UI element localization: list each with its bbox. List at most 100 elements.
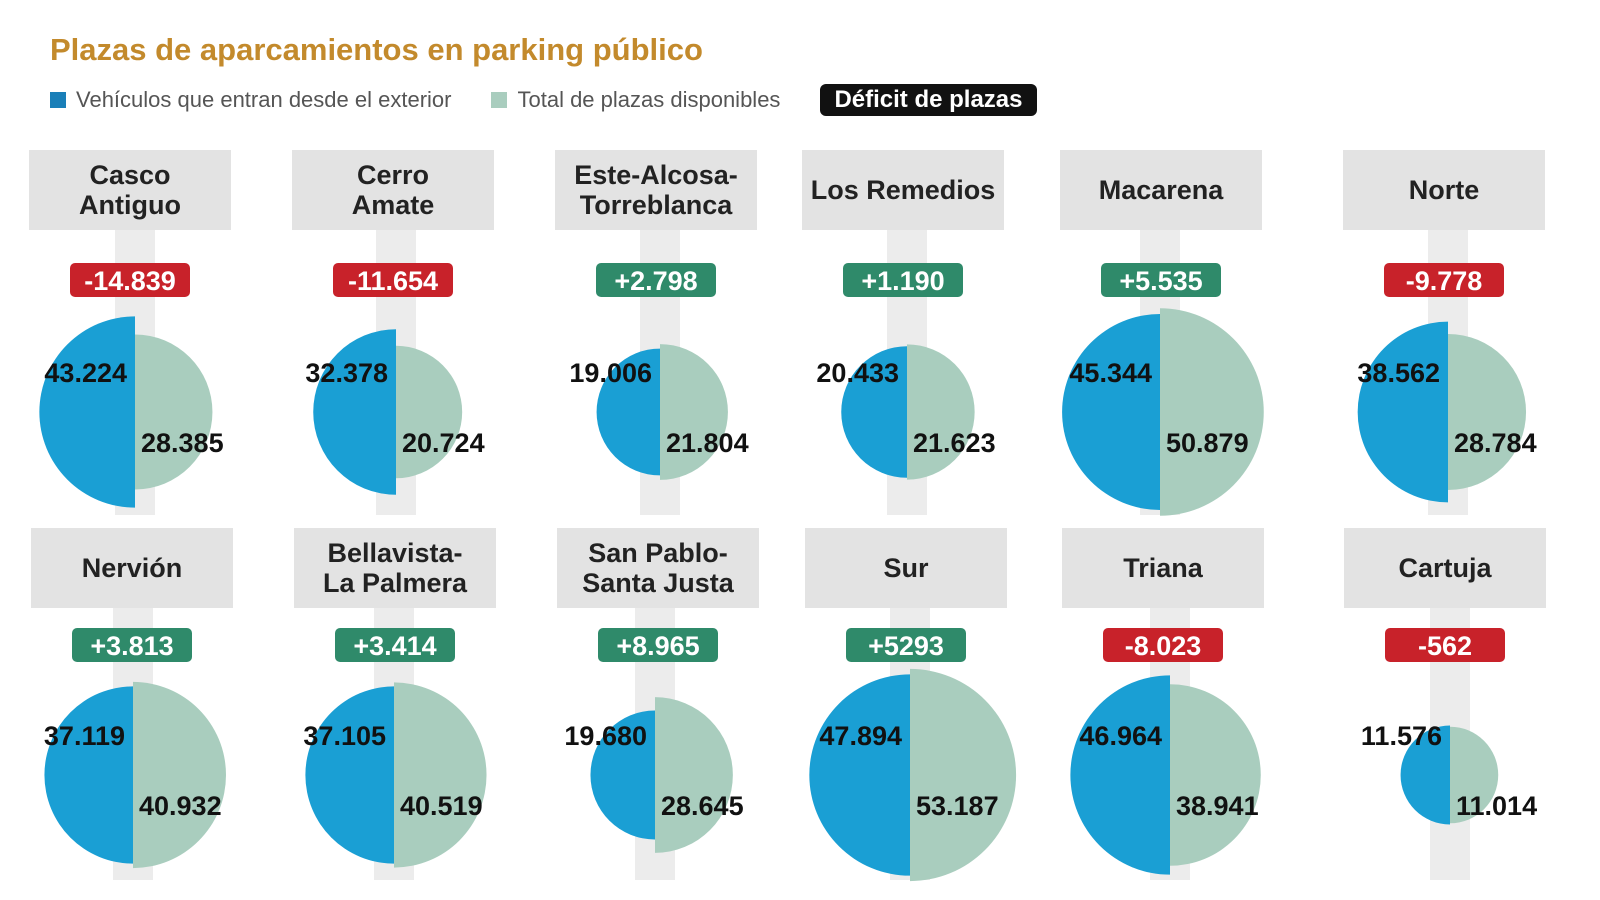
vehicles-value-label: 19.680 xyxy=(564,721,647,751)
deficit-badge xyxy=(846,628,966,662)
total-half-circle xyxy=(1160,308,1264,516)
total-half-circle xyxy=(1170,684,1261,866)
deficit-label: -562 xyxy=(1418,631,1472,661)
district-name: Torreblanca xyxy=(580,190,734,220)
district-name: Macarena xyxy=(1099,175,1225,205)
district-name: Este-Alcosa- xyxy=(574,160,738,190)
vehicles-value-label: 38.562 xyxy=(1357,358,1440,388)
vehicles-half-circle xyxy=(596,348,660,476)
legend-item-vehicles: Vehículos que entran desde el exterior xyxy=(50,87,451,113)
deficit-badge xyxy=(596,263,716,297)
vehicles-half-circle xyxy=(44,686,134,864)
vehicles-value-label: 20.433 xyxy=(816,358,899,388)
vehicles-value-label: 11.576 xyxy=(1361,721,1442,751)
deficit-label: -11.654 xyxy=(348,266,438,296)
district-header xyxy=(294,528,496,608)
total-value-label: 20.724 xyxy=(402,428,485,458)
total-value-label: 50.879 xyxy=(1166,428,1249,458)
deficit-badge xyxy=(1384,263,1504,297)
total-half-circle xyxy=(396,345,463,479)
district-name: Nervión xyxy=(82,553,183,583)
legend-item-total: Total de plazas disponibles xyxy=(491,87,780,113)
district-name: Cartuja xyxy=(1398,553,1492,583)
deficit-label: +3.414 xyxy=(353,631,436,661)
total-value-label: 38.941 xyxy=(1176,791,1259,821)
deficit-label: +1.190 xyxy=(861,266,944,296)
deficit-label: +2.798 xyxy=(614,266,697,296)
district-name: Cerro xyxy=(357,160,429,190)
deficit-badge xyxy=(843,263,963,297)
legend-label-vehicles: Vehículos que entran desde el exterior xyxy=(76,87,452,112)
chart-title: Plazas de aparcamientos en parking públi… xyxy=(50,32,703,67)
district-header xyxy=(555,150,757,230)
vehicles-half-circle xyxy=(39,316,135,508)
district-name: San Pablo- xyxy=(588,538,728,568)
district-group: Bellavista-La Palmera +3.414 37.105 40.519 xyxy=(294,528,496,880)
deficit-badge xyxy=(72,628,192,662)
legend-swatch-vehicles xyxy=(50,92,66,108)
total-half-circle xyxy=(655,697,733,853)
district-header xyxy=(292,150,494,230)
total-half-circle xyxy=(907,344,975,480)
vehicles-half-circle xyxy=(1357,321,1448,503)
deficit-label: +8.965 xyxy=(616,631,699,661)
total-half-circle xyxy=(394,682,487,868)
district-header xyxy=(1344,528,1546,608)
deficit-badge xyxy=(70,263,190,297)
district-name: Santa Justa xyxy=(582,568,735,598)
vehicles-value-label: 32.378 xyxy=(305,358,388,388)
district-name: Sur xyxy=(883,553,929,583)
district-group: Cartuja -562 11.576 11.014 xyxy=(1344,528,1546,880)
total-value-label: 11.014 xyxy=(1456,791,1537,821)
district-group: Macarena +5.535 45.344 50.879 xyxy=(1060,150,1264,516)
district-group: Sur +5293 47.894 53.187 xyxy=(805,528,1017,882)
deficit-badge xyxy=(335,628,455,662)
total-value-label: 28.385 xyxy=(141,428,224,458)
vehicles-half-circle xyxy=(590,710,655,840)
total-value-label: 21.804 xyxy=(666,428,749,458)
district-group: Triana -8.023 46.964 38.941 xyxy=(1062,528,1264,880)
vehicles-value-label: 19.006 xyxy=(569,358,652,388)
total-value-label: 53.187 xyxy=(916,791,999,821)
district-name: Casco xyxy=(89,160,170,190)
total-value-label: 28.645 xyxy=(661,791,744,821)
total-half-circle xyxy=(1448,333,1527,491)
district-group: Norte -9.778 38.562 28.784 xyxy=(1343,150,1545,515)
district-header xyxy=(29,150,231,230)
district-name: Bellavista- xyxy=(327,538,462,568)
district-name: Antiguo xyxy=(79,190,181,220)
vehicles-value-label: 43.224 xyxy=(44,358,127,388)
total-half-circle xyxy=(135,334,213,490)
deficit-label: +5.535 xyxy=(1119,266,1202,296)
district-name: Los Remedios xyxy=(811,175,996,205)
district-header xyxy=(802,150,1004,230)
district-header xyxy=(557,528,759,608)
vehicles-half-circle xyxy=(313,329,396,495)
district-group: Nervión +3.813 37.119 40.932 xyxy=(31,528,233,880)
district-header xyxy=(805,528,1007,608)
vehicles-half-circle xyxy=(1070,675,1170,875)
total-value-label: 40.519 xyxy=(400,791,483,821)
vehicles-half-circle xyxy=(1062,314,1160,510)
district-group: Los Remedios +1.190 20.433 21.623 xyxy=(802,150,1004,515)
district-group: Este-Alcosa-Torreblanca +2.798 19.006 21.80… xyxy=(555,150,757,515)
deficit-label: +3.813 xyxy=(90,631,173,661)
vehicles-value-label: 47.894 xyxy=(819,721,902,751)
total-half-circle xyxy=(660,344,728,480)
district-group: San Pablo-Santa Justa +8.965 19.680 28.645 xyxy=(557,528,759,880)
vehicles-value-label: 45.344 xyxy=(1069,358,1152,388)
district-header xyxy=(31,528,233,608)
district-name: Norte xyxy=(1409,175,1480,205)
legend-swatch-total xyxy=(491,92,508,108)
total-value-label: 21.623 xyxy=(913,428,996,458)
deficit-label: -8.023 xyxy=(1125,631,1202,661)
deficit-label: +5293 xyxy=(868,631,944,661)
district-header xyxy=(1062,528,1264,608)
district-name: La Palmera xyxy=(323,568,468,598)
total-value-label: 40.932 xyxy=(139,791,222,821)
legend-deficit: Déficit de plazas xyxy=(820,84,1037,116)
vehicles-half-circle xyxy=(841,346,907,478)
